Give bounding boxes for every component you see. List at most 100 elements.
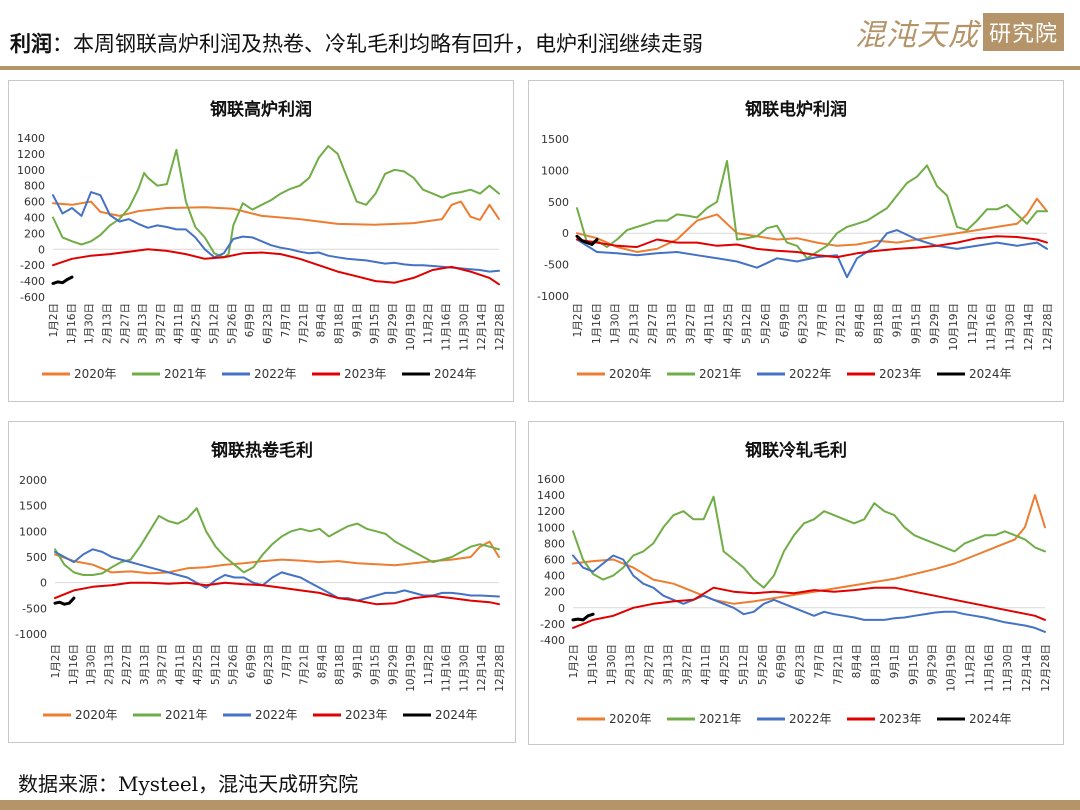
x-tick-label: 9月29日 xyxy=(929,303,941,344)
x-tick-label: 7月7日 xyxy=(280,303,292,337)
x-tick-label: 3月27日 xyxy=(157,644,169,685)
y-tick-label: 0 xyxy=(40,577,47,590)
x-tick-label: 9月15日 xyxy=(369,303,381,344)
headline: 利润：本周钢联高炉利润及热卷、冷轧毛利均略有回升，电炉利润继续走弱 xyxy=(10,28,703,58)
x-tick-label: 4月11日 xyxy=(700,644,712,685)
x-tick-label: 4月11日 xyxy=(704,303,716,344)
x-tick-label: 1月16日 xyxy=(68,644,80,685)
x-tick-label: 8月4日 xyxy=(316,303,328,337)
x-tick-label: 8月18日 xyxy=(873,303,885,344)
x-tick-label: 5月12日 xyxy=(209,303,221,344)
y-tick-label: 1500 xyxy=(19,500,47,513)
x-tick-label: 6月23日 xyxy=(263,644,275,685)
x-tick-label: 2月13日 xyxy=(103,644,115,685)
y-tick-label: 1200 xyxy=(17,148,45,161)
series-line-2022 xyxy=(576,229,1048,279)
series-line-2021 xyxy=(52,145,500,259)
y-tick-label: 500 xyxy=(548,196,569,209)
x-tick-label: 2月13日 xyxy=(102,303,114,344)
x-tick-label: 7月7日 xyxy=(816,303,828,337)
x-tick-label: 8月18日 xyxy=(334,644,346,685)
x-tick-label: 9月15日 xyxy=(910,303,922,344)
header-divider xyxy=(0,66,1080,70)
x-tick-label: 10月19日 xyxy=(946,644,958,692)
legend-label: 2023年 xyxy=(879,712,922,726)
x-tick-label: 11月2日 xyxy=(964,644,976,685)
y-tick-label: -1000 xyxy=(537,290,569,303)
legend-label: 2023年 xyxy=(345,708,388,722)
legend-label: 2024年 xyxy=(969,367,1012,381)
x-tick-label: 1月2日 xyxy=(48,303,60,337)
series-line-2021 xyxy=(572,495,1046,589)
x-tick-label: 5月26日 xyxy=(228,644,240,685)
y-tick-label: 1500 xyxy=(541,133,569,146)
series-line-2023 xyxy=(572,586,1046,629)
x-tick-label: 5月26日 xyxy=(226,303,238,344)
series-line-2022 xyxy=(52,191,500,273)
x-tick-label: 11月30日 xyxy=(1002,644,1014,692)
chart-title: 钢联热卷毛利 xyxy=(211,440,313,461)
y-tick-label: -1000 xyxy=(15,628,47,641)
y-tick-label: 500 xyxy=(26,551,47,564)
y-tick-label: 200 xyxy=(544,586,565,599)
x-tick-label: 8月18日 xyxy=(870,644,882,685)
series-line-2021 xyxy=(54,507,500,576)
chart-title: 钢联冷轧毛利 xyxy=(745,440,847,461)
x-tick-label: 12月28日 xyxy=(1042,303,1054,351)
x-tick-label: 9月15日 xyxy=(908,644,920,685)
x-tick-label: 9月1日 xyxy=(351,303,363,337)
y-tick-label: -200 xyxy=(20,259,45,272)
legend-label: 2024年 xyxy=(434,367,477,381)
x-tick-label: 9月29日 xyxy=(927,644,939,685)
y-tick-label: 600 xyxy=(544,554,565,567)
y-tick-label: 1200 xyxy=(537,505,565,518)
y-tick-label: -400 xyxy=(20,275,45,288)
x-tick-label: 5月26日 xyxy=(760,303,772,344)
legend-label: 2020年 xyxy=(74,367,117,381)
legend-label: 2024年 xyxy=(969,712,1012,726)
x-tick-label: 1月2日 xyxy=(568,644,580,678)
legend-label: 2023年 xyxy=(344,367,387,381)
x-tick-label: 12月28日 xyxy=(1040,644,1052,692)
y-tick-label: 800 xyxy=(544,537,565,550)
footer-bar xyxy=(0,800,1080,810)
legend-label: 2022年 xyxy=(789,367,832,381)
chart-svg: 钢联电炉利润 -1000 -500 0 500 1000 1500 1月2日 1月16日 1月30… xyxy=(537,99,1054,381)
y-tick-label: 400 xyxy=(24,212,45,225)
x-tick-label: 11月2日 xyxy=(423,644,435,685)
x-tick-label: 1月16日 xyxy=(66,303,78,344)
x-tick-label: 3月13日 xyxy=(666,303,678,344)
x-tick-label: 11月2日 xyxy=(967,303,979,344)
y-tick-label: 0 xyxy=(558,602,565,615)
x-tick-label: 11月30日 xyxy=(1004,303,1016,351)
x-tick-label: 6月23日 xyxy=(795,644,807,685)
x-tick-label: 6月23日 xyxy=(262,303,274,344)
series-line-2022 xyxy=(572,554,1046,633)
x-tick-label: 2月27日 xyxy=(121,644,133,685)
series-line-2020 xyxy=(572,494,1046,605)
y-tick-label: 0 xyxy=(38,243,45,256)
x-tick-label: 3月27日 xyxy=(685,303,697,344)
x-tick-label: 3月13日 xyxy=(662,644,674,685)
x-tick-label: 6月9日 xyxy=(245,644,257,678)
y-tick-label: 200 xyxy=(24,227,45,240)
y-tick-label: 600 xyxy=(24,196,45,209)
headline-separator: ： xyxy=(52,32,73,56)
x-tick-label: 10月19日 xyxy=(405,303,417,351)
x-tick-label: 5月26日 xyxy=(757,644,769,685)
x-tick-label: 9月1日 xyxy=(892,303,904,337)
series-line-2024 xyxy=(51,275,74,285)
x-tick-label: 7月21日 xyxy=(832,644,844,685)
legend-label: 2021年 xyxy=(699,712,742,726)
x-tick-label: 6月23日 xyxy=(798,303,810,344)
x-tick-label: 6月9日 xyxy=(779,303,791,337)
y-tick-label: -400 xyxy=(540,634,565,647)
y-tick-label: -500 xyxy=(22,602,47,615)
y-tick-label: -600 xyxy=(20,291,45,304)
x-tick-label: 1月16日 xyxy=(587,644,599,685)
chart-title: 钢联高炉利润 xyxy=(210,99,312,120)
x-tick-label: 4月25日 xyxy=(192,644,204,685)
x-tick-label: 9月29日 xyxy=(387,644,399,685)
x-tick-label: 12月28日 xyxy=(494,644,506,692)
x-tick-label: 9月15日 xyxy=(370,644,382,685)
